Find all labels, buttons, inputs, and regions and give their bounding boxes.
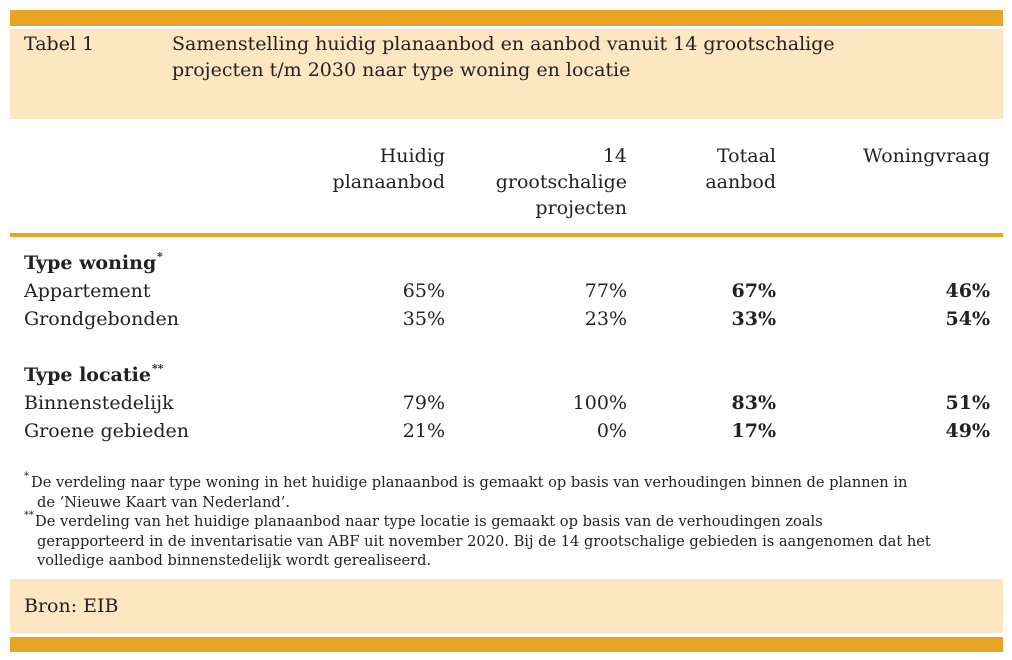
group-marker: ** [152, 362, 164, 375]
note-text: De verdeling naar type woning in het hui… [31, 474, 908, 491]
column-header: Woningvraag [862, 145, 990, 167]
caption-band [10, 29, 1003, 119]
cell: 46% [945, 280, 991, 302]
cell: 0% [596, 420, 627, 442]
cell: 35% [402, 308, 445, 330]
note-text: De verdeling van het huidige planaanbod … [35, 513, 823, 530]
bottom-bar [10, 637, 1003, 652]
group-title: Type woning [24, 252, 157, 274]
column-header: planaanbod [332, 171, 445, 193]
column-header: projecten [535, 197, 627, 219]
cell: 79% [402, 392, 445, 414]
table-title: projecten t/m 2030 naar type woning en l… [172, 59, 631, 81]
cell: 33% [731, 308, 777, 330]
cell: 49% [945, 420, 991, 442]
group-marker: * [157, 250, 163, 263]
column-header: 14 [602, 145, 627, 167]
row-label: Appartement [24, 280, 151, 302]
column-header: grootschalige [495, 171, 627, 193]
note-text: volledige aanbod binnenstedelijk wordt g… [37, 552, 432, 569]
top-bar [10, 10, 1003, 26]
table-label: Tabel 1 [24, 33, 95, 55]
note-text: gerapporteerd in de inventarisatie van A… [37, 532, 931, 550]
column-header: Totaal [716, 145, 776, 167]
cell: 23% [584, 308, 627, 330]
cell: 100% [572, 392, 627, 414]
cell: 21% [402, 420, 445, 442]
header-rule [10, 233, 1003, 237]
source-band [10, 579, 1003, 633]
cell: 17% [731, 420, 777, 442]
cell: 54% [945, 308, 991, 330]
source: Bron: EIB [24, 595, 119, 617]
note-marker: ** [24, 510, 34, 521]
note-text: de ‘Nieuwe Kaart van Nederland’. [37, 493, 291, 511]
group-title: Type locatie [24, 364, 151, 386]
row-label: Binnenstedelijk [24, 392, 174, 414]
cell: 77% [584, 280, 627, 302]
cell: 67% [731, 280, 777, 302]
row-label: Groene gebieden [24, 420, 189, 442]
table-title: Samenstelling huidig planaanbod en aanbo… [172, 33, 835, 55]
note-marker: * [24, 471, 29, 482]
column-header: aanbod [705, 171, 776, 193]
cell: 51% [945, 392, 991, 414]
row-label: Grondgebonden [24, 308, 179, 330]
column-header: Huidig [379, 145, 445, 167]
cell: 83% [731, 392, 777, 414]
cell: 65% [402, 280, 445, 302]
